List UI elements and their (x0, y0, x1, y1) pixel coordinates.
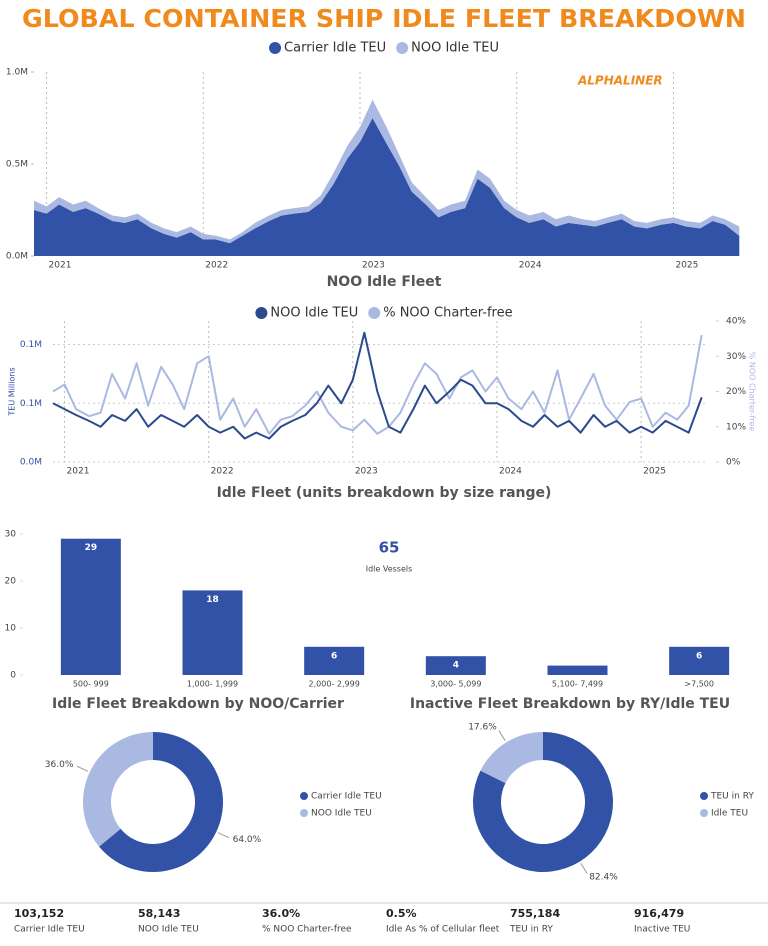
x-tick-label: 2022 (211, 467, 234, 477)
y-tick-label: 0.0M (6, 252, 28, 262)
legend-label: Carrier Idle TEU (284, 41, 386, 56)
leader-line (76, 765, 89, 772)
x-tick-label: >7,500 (684, 680, 714, 689)
kpi-label: Carrier Idle TEU (14, 925, 85, 935)
bar-label: 6 (331, 651, 337, 661)
x-tick-label: 2021 (67, 467, 90, 477)
bar-label: 4 (453, 661, 459, 671)
y-tick-label: 30 (5, 530, 17, 540)
bar-label: 29 (85, 543, 98, 553)
y-tick-label: 0.1M (20, 399, 42, 409)
y-axis-title: TEU Millions (8, 367, 17, 416)
leader-line (498, 730, 506, 741)
slice-label: 82.4% (589, 872, 618, 882)
bar (669, 646, 730, 675)
y-tick-label: 0.5M (6, 160, 28, 170)
legend-label: NOO Idle TEU (270, 306, 358, 321)
y2-tick-label: 30% (726, 352, 746, 362)
x-tick-label: 2023 (362, 261, 385, 271)
x-tick-label: 2023 (355, 467, 378, 477)
y2-tick-label: 0% (726, 458, 741, 468)
donut-slice (82, 732, 153, 847)
slice-label: 64.0% (233, 835, 262, 845)
legend-marker (300, 809, 308, 817)
x-tick-label: 5,100- 7,499 (552, 680, 603, 689)
donut-slice (99, 732, 223, 872)
kpi-label: TEU in RY (509, 925, 553, 935)
y-tick-label: 0 (10, 671, 16, 681)
y-tick-label: 1.0M (6, 68, 28, 78)
page-title: GLOBAL CONTAINER SHIP IDLE FLEET BREAKDO… (22, 4, 746, 33)
legend-marker (368, 307, 381, 319)
chart-title: Idle Fleet Breakdown by NOO/Carrier (52, 696, 344, 712)
chart-title: Idle Fleet (units breakdown by size rang… (217, 485, 552, 501)
area (34, 99, 740, 244)
bar (182, 590, 243, 675)
donut-slice (472, 732, 613, 872)
legend-marker (700, 792, 708, 800)
legend-label: NOO Idle TEU (311, 809, 372, 819)
bar-label: 6 (696, 651, 702, 661)
x-tick-label: 2025 (643, 467, 666, 477)
bar (60, 538, 121, 675)
kpi-value: 103,152 (14, 907, 64, 920)
annotation: ALPHALINER (577, 74, 663, 88)
legend-label: Carrier Idle TEU (311, 792, 382, 802)
kpi-label: NOO Idle TEU (138, 925, 199, 935)
kpi-value: 58,143 (138, 907, 180, 920)
kpi-label: % NOO Charter-free (262, 925, 352, 935)
donut-slice (480, 732, 543, 784)
kpi-label: Inactive TEU (634, 925, 690, 935)
y2-tick-label: 20% (726, 387, 746, 397)
y-tick-label: 20 (5, 577, 17, 587)
card-value: 65 (379, 539, 400, 557)
line (52, 334, 703, 435)
card-label: Idle Vessels (366, 565, 413, 574)
y2-axis-title: % NOO Charter-free (748, 352, 757, 432)
x-tick-label: 500- 999 (73, 680, 109, 689)
legend-label: Idle TEU (711, 809, 748, 819)
legend: NOO Idle TEU % NOO Charter-free (255, 306, 513, 321)
bar-label: 18 (206, 595, 219, 605)
legend-marker (700, 809, 708, 817)
kpi-value: 755,184 (510, 907, 560, 920)
x-tick-label: 2025 (675, 261, 698, 271)
leader-line (217, 832, 230, 839)
legend-label: % NOO Charter-free (383, 306, 512, 321)
y2-tick-label: 40% (726, 317, 746, 327)
y2-tick-label: 10% (726, 422, 746, 432)
x-tick-label: 3,000- 5,099 (430, 680, 481, 689)
x-tick-label: 1,000- 1,999 (187, 680, 238, 689)
slice-label: 17.6% (468, 723, 497, 733)
y-tick-label: 0.1M (20, 340, 42, 350)
bar (547, 665, 608, 675)
bar (304, 646, 365, 675)
slice-label: 36.0% (45, 760, 74, 770)
chart-title: Inactive Fleet Breakdown by RY/Idle TEU (410, 696, 730, 712)
line (52, 331, 703, 440)
area (34, 118, 740, 256)
legend-marker (396, 42, 409, 54)
kpi-label: Idle As % of Cellular fleet (386, 925, 500, 935)
x-tick-label: 2024 (499, 467, 522, 477)
y-tick-label: 10 (5, 624, 17, 634)
legend-marker (269, 42, 282, 54)
kpi-value: 916,479 (634, 907, 684, 920)
chart-title: NOO Idle Fleet (327, 274, 442, 290)
x-tick-label: 2024 (519, 261, 542, 271)
legend-marker (255, 307, 268, 319)
legend: Carrier Idle TEU NOO Idle TEU (269, 41, 499, 56)
kpi-value: 36.0% (262, 907, 300, 920)
kpi-value: 0.5% (386, 907, 417, 920)
legend-label: NOO Idle TEU (411, 41, 499, 56)
leader-line (580, 863, 588, 874)
legend-label: TEU in RY (710, 792, 754, 802)
y-tick-label: 0.0M (20, 458, 42, 468)
bar (425, 656, 486, 675)
x-tick-label: 2,000- 2,999 (309, 680, 360, 689)
x-tick-label: 2022 (205, 261, 228, 271)
legend-marker (300, 792, 308, 800)
x-tick-label: 2021 (49, 261, 72, 271)
